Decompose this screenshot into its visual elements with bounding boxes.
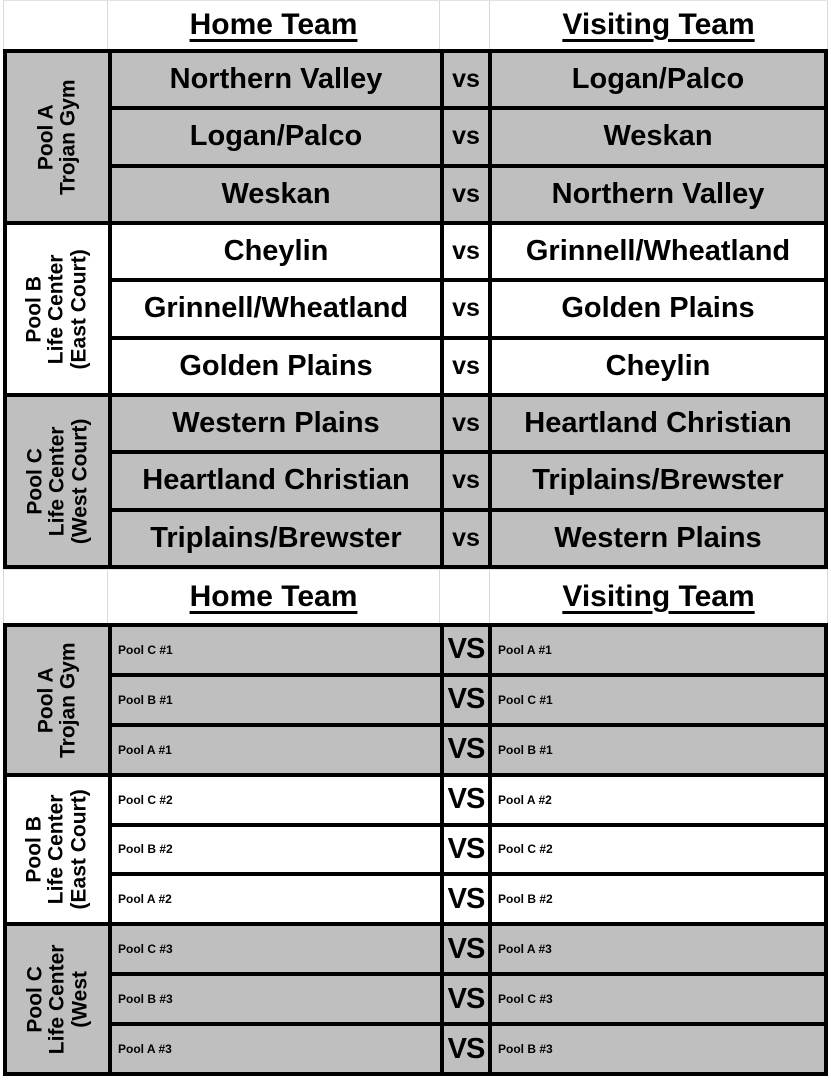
visiting-team-cell: Pool A #1 bbox=[492, 627, 824, 673]
pool-label-line: Trojan Gym bbox=[56, 642, 80, 758]
home-team-cell: Pool C #2 bbox=[112, 776, 440, 823]
pool-label-pool-b: Pool B Life Center (East Court) bbox=[7, 776, 108, 923]
round1-home-header-cell: Home Team bbox=[108, 1, 440, 49]
round1-table: Pool A Trojan Gym Northern Valley vs Logan/P… bbox=[3, 49, 828, 569]
visiting-team-cell: Pool C #1 bbox=[492, 676, 824, 723]
vs-cell: vs bbox=[444, 110, 488, 164]
home-team-cell: Pool B #3 bbox=[112, 976, 440, 1023]
visiting-team-cell: Pool C #2 bbox=[492, 826, 824, 873]
vs-cell: vs bbox=[444, 167, 488, 221]
home-team-cell: Pool B #2 bbox=[112, 826, 440, 873]
home-team-cell: Pool A #3 bbox=[112, 1026, 440, 1072]
visiting-team-cell: Cheylin bbox=[492, 339, 824, 393]
vs-cell: vs bbox=[444, 53, 488, 107]
home-team-cell: Grinnell/Wheatland bbox=[112, 282, 440, 336]
vs-cell: vs bbox=[444, 282, 488, 336]
home-team-cell: Weskan bbox=[112, 167, 440, 221]
vs-cell: VS bbox=[444, 926, 488, 973]
home-team-cell: Pool A #2 bbox=[112, 876, 440, 923]
pool-label-line: (East Court) bbox=[67, 248, 91, 370]
round2-table: Pool A Trojan Gym Pool C #1 VS Pool A #1 Pool… bbox=[3, 623, 828, 1076]
pool-label-line: Life Center bbox=[45, 254, 69, 364]
pool-label-text: Pool C Life Center (West Court) bbox=[23, 418, 91, 544]
visiting-team-cell: Pool B #1 bbox=[492, 726, 824, 773]
home-team-cell: Logan/Palco bbox=[112, 110, 440, 164]
vs-cell: VS bbox=[444, 726, 488, 773]
pool-label-text: Pool A Trojan Gym bbox=[34, 642, 80, 758]
pool-label-line: Pool B bbox=[23, 275, 47, 343]
home-team-cell: Pool C #1 bbox=[112, 627, 440, 673]
pool-label-line: Life Center bbox=[45, 794, 69, 905]
visiting-team-cell: Logan/Palco bbox=[492, 53, 824, 107]
pool-label-pool-c: Pool C Life Center (West bbox=[7, 926, 108, 1072]
round2-header-corner bbox=[3, 570, 108, 623]
visiting-team-cell: Pool A #2 bbox=[492, 776, 824, 823]
visiting-team-cell: Weskan bbox=[492, 110, 824, 164]
home-team-cell: Cheylin bbox=[112, 224, 440, 279]
vs-cell: VS bbox=[444, 1026, 488, 1072]
pool-label-line: Life Center bbox=[45, 426, 69, 536]
vs-cell: VS bbox=[444, 976, 488, 1023]
visiting-team-cell: Golden Plains bbox=[492, 282, 824, 336]
visiting-team-header: Visiting Team bbox=[562, 8, 755, 41]
pool-label-line: Life Center bbox=[45, 944, 69, 1054]
round2-header-row: Home Team Visiting Team bbox=[3, 569, 828, 623]
visiting-team-cell: Pool B #2 bbox=[492, 876, 824, 923]
visiting-team-cell: Western Plains bbox=[492, 511, 824, 565]
pool-label-line: Pool C bbox=[23, 447, 47, 515]
vs-cell: vs bbox=[444, 511, 488, 565]
pool-label-pool-b: Pool B Life Center (East Court) bbox=[7, 224, 108, 393]
round2-home-header-cell: Home Team bbox=[108, 570, 440, 623]
pool-label-line: Pool B bbox=[23, 816, 47, 883]
pool-label-text: Pool B Life Center (East Court) bbox=[23, 789, 91, 910]
pool-label-line: Pool A bbox=[34, 104, 58, 170]
home-team-cell: Pool C #3 bbox=[112, 926, 440, 973]
home-team-cell: Golden Plains bbox=[112, 339, 440, 393]
home-team-cell: Western Plains bbox=[112, 396, 440, 451]
pool-label-line: (West Court) bbox=[67, 418, 91, 544]
pool-label-line: Pool A bbox=[34, 666, 58, 733]
home-team-cell: Heartland Christian bbox=[112, 454, 440, 508]
pool-label-text: Pool B Life Center (East Court) bbox=[23, 248, 91, 370]
visiting-team-cell: Northern Valley bbox=[492, 167, 824, 221]
visiting-team-cell: Heartland Christian bbox=[492, 396, 824, 451]
vs-cell: vs bbox=[444, 396, 488, 451]
visiting-team-cell: Pool A #3 bbox=[492, 926, 824, 973]
home-team-cell: Pool B #1 bbox=[112, 676, 440, 723]
visiting-team-cell: Grinnell/Wheatland bbox=[492, 224, 824, 279]
pool-label-pool-c: Pool C Life Center (West Court) bbox=[7, 396, 108, 565]
round2-visiting-header-cell: Visiting Team bbox=[490, 570, 828, 623]
round1-vs-header-cell bbox=[440, 1, 490, 49]
visiting-team-cell: Pool B #3 bbox=[492, 1026, 824, 1072]
vs-cell: VS bbox=[444, 876, 488, 923]
home-team-header: Home Team bbox=[189, 8, 358, 41]
pool-label-line: (West bbox=[67, 970, 91, 1028]
round1-header-corner bbox=[3, 1, 108, 49]
visiting-team-cell: Pool C #3 bbox=[492, 976, 824, 1023]
round2-vs-header-cell bbox=[440, 570, 490, 623]
pool-label-pool-a: Pool A Trojan Gym bbox=[7, 627, 108, 773]
round1-visiting-header-cell: Visiting Team bbox=[490, 1, 828, 49]
vs-cell: VS bbox=[444, 627, 488, 673]
vs-cell: VS bbox=[444, 776, 488, 823]
pool-label-line: (East Court) bbox=[67, 789, 91, 910]
pool-label-line: Trojan Gym bbox=[56, 79, 80, 195]
round1-header-row: Home Team Visiting Team bbox=[3, 0, 828, 49]
vs-cell: VS bbox=[444, 826, 488, 873]
pool-label-line: Pool C bbox=[23, 965, 47, 1033]
pool-label-text: Pool C Life Center (West bbox=[23, 944, 91, 1054]
vs-cell: vs bbox=[444, 454, 488, 508]
visiting-team-cell: Triplains/Brewster bbox=[492, 454, 824, 508]
home-team-cell: Triplains/Brewster bbox=[112, 511, 440, 565]
visiting-team-header: Visiting Team bbox=[562, 579, 755, 613]
home-team-header: Home Team bbox=[189, 579, 358, 613]
vs-cell: VS bbox=[444, 676, 488, 723]
vs-cell: vs bbox=[444, 339, 488, 393]
home-team-cell: Pool A #1 bbox=[112, 726, 440, 773]
pool-label-text: Pool A Trojan Gym bbox=[34, 79, 80, 195]
pool-label-pool-a: Pool A Trojan Gym bbox=[7, 53, 108, 221]
vs-cell: vs bbox=[444, 224, 488, 279]
home-team-cell: Northern Valley bbox=[112, 53, 440, 107]
